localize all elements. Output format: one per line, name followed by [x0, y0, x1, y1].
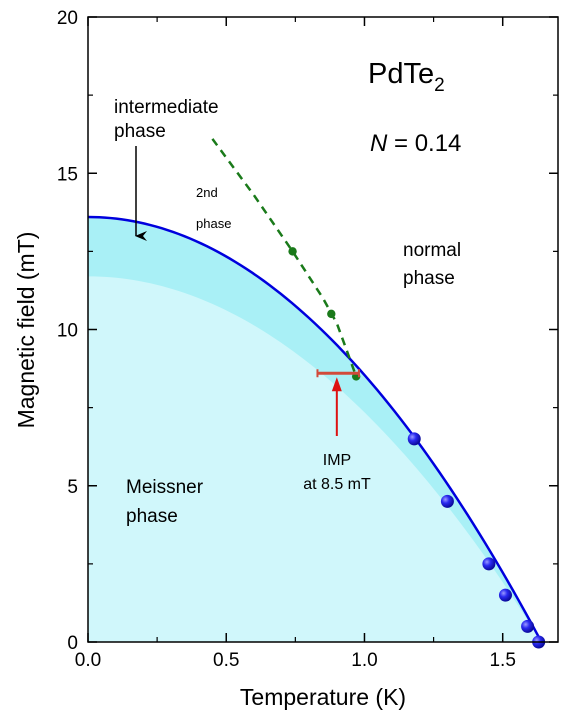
imp-arrow	[331, 377, 342, 436]
critical-field-point	[440, 494, 454, 508]
critical-field-points	[407, 432, 546, 649]
y-tick-label: 0	[67, 633, 78, 654]
imp-arrow-head	[331, 377, 342, 392]
y-tick-label: 20	[57, 8, 78, 29]
x-tick-label: 0.5	[213, 650, 239, 671]
critical-field-curve	[87, 215, 543, 643]
intermediate-phase-label-line1: intermediate	[114, 97, 219, 118]
second-phase-label-line2: phase	[196, 216, 231, 231]
second-phase-point	[327, 309, 336, 319]
x-axis-label: Temperature (K)	[240, 684, 406, 710]
second-phase-point	[288, 247, 297, 256]
imp-error-bar	[316, 369, 360, 378]
intermediate-phase-label-line2: phase	[114, 121, 166, 142]
critical-field-point	[407, 432, 421, 446]
second-phase-label-line1: 2nd	[196, 185, 218, 200]
critical-field-point	[482, 557, 496, 571]
x-tick-label: 1.0	[351, 650, 377, 671]
normal-phase-label-line2: phase	[403, 268, 455, 289]
material-label: PdTe2	[368, 58, 445, 96]
y-tick-label: 5	[67, 477, 78, 498]
demagnetization-label: N = 0.14	[370, 130, 461, 157]
meissner-phase-label-line1: Meissner	[126, 477, 204, 498]
y-tick-label: 10	[57, 321, 78, 342]
critical-field-point	[521, 619, 535, 633]
second-phase-line	[211, 138, 358, 377]
x-tick-label: 1.5	[489, 650, 515, 671]
axis-ticks: 0.0 0.5 1.0 1.5 0 5 10 15 20	[57, 8, 558, 671]
x-tick-label: 0.0	[75, 650, 101, 671]
y-axis-label: Magnetic field (mT)	[13, 232, 39, 429]
meissner-phase-label-line2: phase	[126, 506, 178, 527]
y-tick-label: 15	[57, 164, 78, 185]
phase-regions	[88, 217, 542, 642]
meissner-region	[88, 276, 542, 642]
second-phase-points	[288, 247, 361, 381]
normal-phase-label-line1: normal	[403, 240, 461, 261]
critical-field-point	[498, 588, 512, 602]
imp-label-line1: IMP	[323, 452, 351, 469]
imp-label-line2: at 8.5 mT	[303, 476, 371, 493]
